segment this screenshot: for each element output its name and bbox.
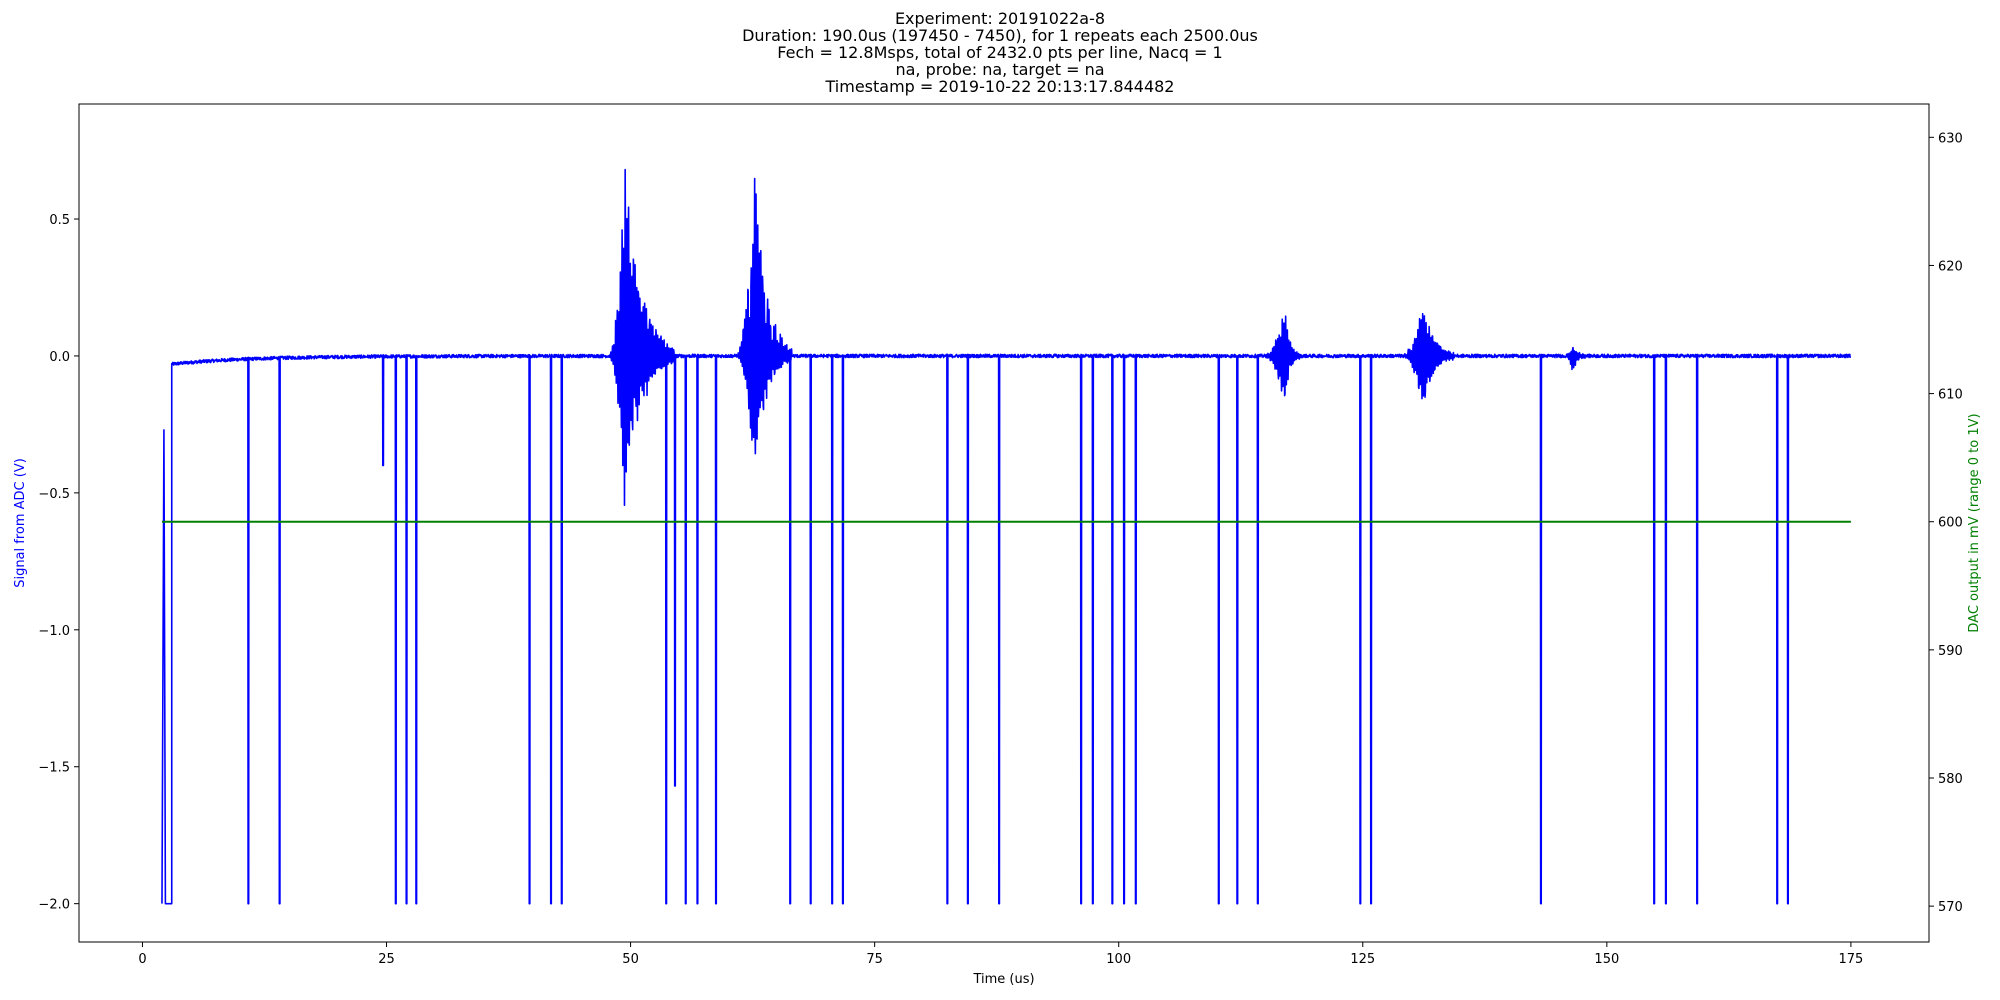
plot-area — [161, 168, 1852, 905]
title-line-5: Timestamp = 2019-10-22 20:13:17.844482 — [825, 77, 1175, 96]
title-line-1: Experiment: 20191022a-8 — [894, 9, 1106, 28]
title-line-2: Duration: 190.0us (197450 - 7450), for 1… — [742, 26, 1258, 45]
y-axis-right: 570 580 590 600 610 620 630 — [1929, 131, 1963, 915]
y-right-tick-label: 630 — [1938, 131, 1963, 146]
adc-signal-line — [161, 168, 1852, 905]
x-tick-label: 100 — [1106, 952, 1131, 967]
y-right-tick-label: 590 — [1938, 644, 1963, 659]
y-right-tick-label: 610 — [1938, 388, 1963, 403]
y-right-tick-label: 580 — [1938, 772, 1963, 787]
chart-title: Experiment: 20191022a-8 Duration: 190.0u… — [0, 10, 2000, 95]
x-tick-label: 0 — [138, 952, 146, 967]
x-tick-label: 50 — [622, 952, 639, 967]
y-left-tick-label: −0.5 — [38, 487, 70, 502]
x-axis-label: Time (us) — [972, 972, 1034, 987]
x-tick-label: 25 — [378, 952, 395, 967]
title-line-4: na, probe: na, target = na — [895, 60, 1105, 79]
y-right-tick-label: 570 — [1938, 900, 1963, 915]
y-left-tick-label: −1.0 — [38, 624, 70, 639]
y-axis-left-label: Signal from ADC (V) — [13, 458, 28, 588]
x-tick-label: 150 — [1594, 952, 1619, 967]
plot-frame — [78, 103, 1930, 943]
y-axis-left: 0.5 0.0 −0.5 −1.0 −1.5 −2.0 — [38, 213, 79, 913]
x-tick-label: 75 — [866, 952, 883, 967]
y-left-tick-label: −2.0 — [38, 898, 70, 913]
y-right-tick-label: 620 — [1938, 259, 1963, 274]
x-tick-label: 175 — [1838, 952, 1863, 967]
y-left-tick-label: 0.5 — [49, 213, 70, 228]
x-axis: 0 25 50 75 100 125 150 175 — [138, 942, 1863, 967]
x-tick-label: 125 — [1350, 952, 1375, 967]
title-line-3: Fech = 12.8Msps, total of 2432.0 pts per… — [777, 43, 1223, 62]
y-left-tick-label: 0.0 — [49, 350, 70, 365]
y-right-tick-label: 600 — [1938, 516, 1963, 531]
y-left-tick-label: −1.5 — [38, 761, 70, 776]
y-axis-right-label: DAC output in mV (range 0 to 1V) — [1967, 413, 1982, 632]
